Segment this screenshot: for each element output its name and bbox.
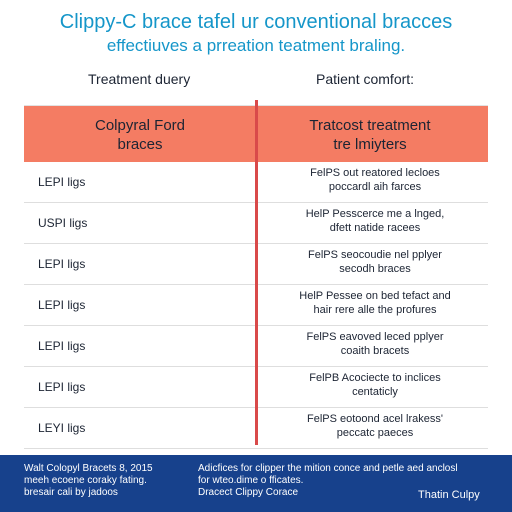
row-left-cell: LEPI ligs — [38, 339, 86, 353]
footer-left-text: Walt Colopyl Bracets 8, 2015 meeh ecoene… — [24, 463, 153, 498]
patient-comfort-label: Patient comfort: — [316, 71, 415, 87]
row-left-cell: LEPI ligs — [38, 298, 86, 312]
row-left-cell: LEYI ligs — [38, 421, 86, 435]
table-row: USPI ligs HelP Pesscerce me a lnged, dfe… — [24, 203, 488, 244]
treatment-duration-label: Treatment duery — [88, 71, 191, 87]
row-left-cell: USPI ligs — [38, 216, 88, 230]
column-divider-line — [255, 100, 258, 445]
table-row: LEPI ligs FelPS out reatored lecloes poc… — [24, 162, 488, 203]
row-right-cell: FelPB Acociecte to inclices centaticly — [309, 372, 441, 398]
row-right-cell: FelPS eotoond acel lrakess' peccatc paec… — [306, 413, 443, 439]
row-right-cell: HelP Pessee on bed tefact and hair rere … — [299, 290, 451, 316]
row-left-cell: LEPI ligs — [38, 175, 86, 189]
page-subtitle: effectiuves a prreation teatment braling… — [106, 36, 406, 55]
row-left-cell: LEPI ligs — [38, 257, 86, 271]
row-right-cell: FelPS eavoved leced pplyer coaith bracet… — [306, 331, 444, 357]
right-column-header: Tratcost treatment tre lmiyters — [309, 117, 431, 153]
row-right-cell: FelPS out reatored lecloes poccardl aih … — [310, 167, 440, 193]
page-title: Clippy-C brace tafel ur conventional bra… — [59, 11, 453, 33]
row-right-cell: HelP Pesscerce me a lnged, dfett natide … — [305, 208, 445, 234]
footer-right-text: Thatin Culpy — [418, 489, 480, 501]
row-left-cell: LEPI ligs — [38, 380, 86, 394]
table-row: LEYI ligs FelPS eotoond acel lrakess' pe… — [24, 408, 488, 449]
footer-middle-text: Adicfices for clipper the mition conce a… — [198, 463, 458, 498]
left-column-header: Colpyral Ford braces — [94, 117, 186, 153]
footer-band: Walt Colopyl Bracets 8, 2015 meeh ecoene… — [0, 455, 512, 512]
row-right-cell: FelPS seocoudie nel pplyer secodh braces — [308, 249, 442, 275]
